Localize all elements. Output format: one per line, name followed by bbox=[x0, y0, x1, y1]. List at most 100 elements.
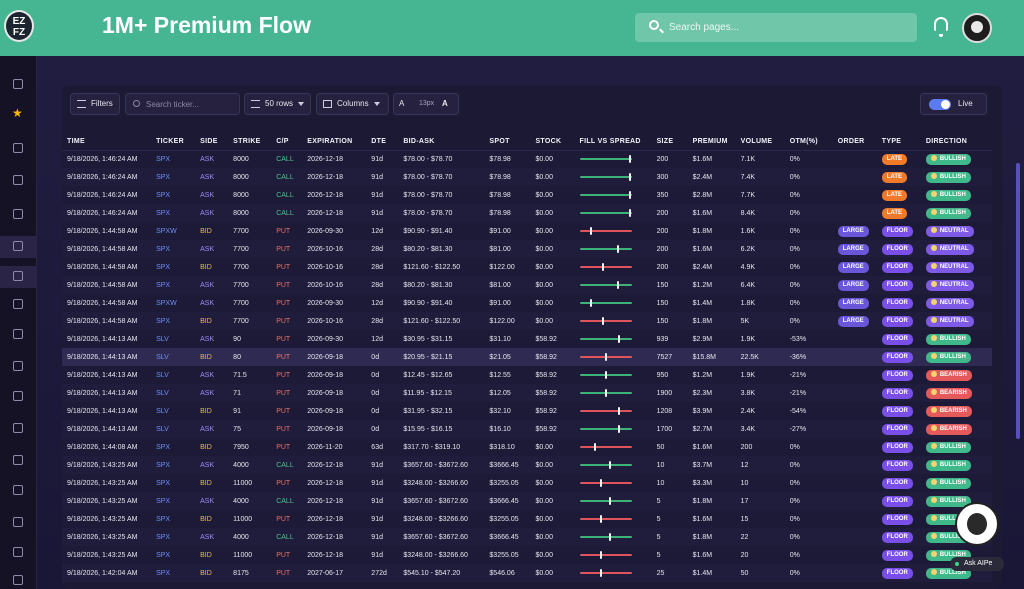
column-header[interactable]: BID-ASK bbox=[398, 133, 485, 151]
table-row[interactable]: 9/18/2026, 1:44:58 AM SPX ASK 7700 PUT 2026-1… bbox=[62, 276, 992, 294]
cell-stock: $0.00 bbox=[535, 299, 553, 307]
sidebar-item-hierarchy[interactable] bbox=[0, 204, 37, 226]
direction-label: BULLISH bbox=[939, 173, 966, 180]
cell-ticker: SLV bbox=[156, 353, 169, 361]
cell-direction: BULLISH bbox=[921, 204, 992, 222]
search-input[interactable] bbox=[669, 13, 909, 42]
cell-order bbox=[833, 510, 877, 528]
column-header[interactable]: SIDE bbox=[195, 133, 229, 151]
table-row[interactable]: 9/18/2026, 1:42:04 AM SPX BID 8175 PUT 2027-0… bbox=[62, 564, 992, 582]
sidebar-item-calendar[interactable] bbox=[0, 450, 37, 472]
column-header[interactable]: TYPE bbox=[876, 133, 921, 151]
type-badge: LATE bbox=[881, 207, 908, 219]
column-header[interactable]: DIRECTION bbox=[920, 133, 992, 151]
cell-volume: 20 bbox=[740, 551, 749, 559]
table-row[interactable]: 9/18/2026, 1:46:24 AM SPX ASK 8000 CALL 2026-… bbox=[62, 204, 992, 222]
table-row[interactable]: 9/18/2026, 1:44:58 AM SPX BID 7700 PUT 2026-1… bbox=[62, 312, 992, 330]
table-row[interactable]: 9/18/2026, 1:44:58 AM SPXW ASK 7700 PUT 2026-… bbox=[62, 294, 992, 312]
cell-direction: BULLISH bbox=[921, 492, 992, 510]
cell-spot: $16.10 bbox=[489, 425, 511, 433]
sidebar-item-building[interactable] bbox=[0, 570, 37, 589]
columns-button[interactable]: Columns bbox=[316, 93, 389, 115]
avatar[interactable] bbox=[962, 13, 992, 43]
sidebar-item-folder[interactable] bbox=[0, 542, 37, 564]
cell-size: 200 bbox=[656, 209, 669, 217]
table-row[interactable]: 9/18/2026, 1:44:08 AM SPX BID 7950 PUT 2026-1… bbox=[62, 438, 992, 456]
table-row[interactable]: 9/18/2026, 1:43:25 AM SPX BID 11000 PUT 2026-… bbox=[62, 546, 992, 564]
table-row[interactable]: 9/18/2026, 1:46:24 AM SPX ASK 8000 CALL 2026-… bbox=[62, 186, 992, 204]
table-row[interactable]: 9/18/2026, 1:43:25 AM SPX ASK 4000 CALL 2026-… bbox=[62, 456, 992, 474]
direction-emoji-icon bbox=[930, 298, 937, 305]
direction-label: BEARISH bbox=[939, 425, 967, 432]
table-row[interactable]: 9/18/2026, 1:44:13 AM SLV BID 91 PUT 2026-09-… bbox=[62, 402, 992, 420]
sidebar-item-layers[interactable] bbox=[0, 236, 37, 258]
column-header[interactable]: TICKER bbox=[151, 133, 196, 151]
table-row[interactable]: 9/18/2026, 1:43:25 AM SPX ASK 4000 CALL 2026-… bbox=[62, 528, 992, 546]
column-header[interactable]: C/P bbox=[271, 133, 303, 151]
sidebar-item-document[interactable] bbox=[0, 512, 37, 534]
table-row[interactable]: 9/18/2026, 1:46:24 AM SPX ASK 8000 CALL 2026-… bbox=[62, 168, 992, 186]
cell-order bbox=[833, 150, 877, 168]
table-row[interactable]: 9/18/2026, 1:43:25 AM SPX BID 11000 PUT 2026-… bbox=[62, 510, 992, 528]
table-row[interactable]: 9/18/2026, 1:43:25 AM SPX BID 11000 PUT 2026-… bbox=[62, 474, 992, 492]
table-row[interactable]: 9/18/2026, 1:44:58 AM SPX ASK 7700 PUT 2026-1… bbox=[62, 240, 992, 258]
column-header[interactable]: SIZE bbox=[651, 133, 688, 151]
column-header[interactable]: SPOT bbox=[484, 133, 531, 151]
column-header[interactable]: VOLUME bbox=[735, 133, 785, 151]
fill-spread-bar bbox=[579, 263, 632, 271]
table-row[interactable]: 9/18/2026, 1:43:25 AM SPX ASK 4000 CALL 2026-… bbox=[62, 492, 992, 510]
font-increase-button[interactable]: A bbox=[442, 99, 448, 108]
table-row[interactable]: 9/18/2026, 1:44:13 AM SLV ASK 71 PUT 2026-09-… bbox=[62, 384, 992, 402]
cell-size: 5 bbox=[656, 533, 661, 541]
table-row[interactable]: 9/18/2026, 1:44:13 AM SLV BID 80 PUT 2026-09-… bbox=[62, 348, 992, 366]
direction-badge: NEUTRAL bbox=[925, 297, 974, 309]
sidebar-item-star[interactable]: ★ bbox=[0, 104, 37, 126]
ticker-search-input[interactable] bbox=[146, 94, 236, 114]
fill-marker bbox=[604, 389, 607, 397]
sidebar-item-trend-down[interactable] bbox=[0, 324, 37, 346]
table-row[interactable]: 9/18/2026, 1:44:13 AM SLV ASK 90 PUT 2026-09-… bbox=[62, 330, 992, 348]
live-toggle[interactable]: Live bbox=[920, 93, 987, 115]
cell-premium: $2.8M bbox=[692, 191, 713, 199]
column-header[interactable]: FILL VS SPREAD bbox=[574, 133, 652, 151]
column-header[interactable]: TIME bbox=[62, 133, 152, 151]
ticker-search[interactable] bbox=[125, 93, 240, 115]
sidebar-item-sparkle[interactable] bbox=[0, 138, 37, 160]
table-row[interactable]: 9/18/2026, 1:46:24 AM SPX ASK 8000 CALL 2026-… bbox=[62, 150, 992, 168]
sidebar-item-plug[interactable] bbox=[0, 480, 37, 502]
live-switch[interactable] bbox=[929, 99, 951, 110]
column-header[interactable]: EXPIRATION bbox=[302, 133, 367, 151]
sidebar-item-redirect[interactable] bbox=[0, 266, 37, 288]
app-logo[interactable]: EZ FZ bbox=[4, 10, 34, 42]
sidebar-item-bell[interactable] bbox=[0, 170, 37, 192]
cell-side: BID bbox=[200, 443, 212, 451]
sidebar-item-drop[interactable] bbox=[0, 356, 37, 378]
ask-ai-button[interactable]: Ask AIPe bbox=[950, 502, 1006, 572]
table-row[interactable]: 9/18/2026, 1:44:58 AM SPX BID 7700 PUT 2026-1… bbox=[62, 258, 992, 276]
rows-select[interactable]: 50 rows bbox=[244, 93, 311, 115]
table-row[interactable]: 9/18/2026, 1:44:58 AM SPXW BID 7700 PUT 2026-… bbox=[62, 222, 992, 240]
column-header[interactable]: STOCK bbox=[530, 133, 575, 151]
table-scrollbar[interactable] bbox=[1016, 163, 1020, 439]
bell-icon[interactable] bbox=[934, 17, 948, 37]
column-header[interactable]: DTE bbox=[366, 133, 399, 151]
cell-order bbox=[833, 492, 877, 510]
cell-time: 9/18/2026, 1:44:58 AM bbox=[67, 245, 138, 253]
column-header[interactable]: ORDER bbox=[832, 133, 877, 151]
font-decrease-button[interactable]: A bbox=[399, 99, 405, 108]
filters-button[interactable]: Filters bbox=[70, 93, 120, 115]
column-header[interactable]: STRIKE bbox=[228, 133, 272, 151]
column-header[interactable]: OTM(%) bbox=[784, 133, 833, 151]
table-row[interactable]: 9/18/2026, 1:44:13 AM SLV ASK 75 PUT 2026-09-… bbox=[62, 420, 992, 438]
cell-spot: $3255.05 bbox=[489, 551, 519, 559]
column-header[interactable]: PREMIUM bbox=[687, 133, 736, 151]
sidebar-item-gauge[interactable] bbox=[0, 386, 37, 408]
cell-ticker: SPX bbox=[156, 245, 171, 253]
sidebar-item-bar-chart[interactable] bbox=[0, 294, 37, 316]
cell-order bbox=[833, 330, 877, 348]
page-search[interactable] bbox=[635, 13, 917, 42]
sidebar-item-briefcase[interactable] bbox=[0, 418, 37, 440]
table-row[interactable]: 9/18/2026, 1:44:13 AM SLV ASK 71.5 PUT 2026-0… bbox=[62, 366, 992, 384]
fill-spread-bar bbox=[579, 299, 632, 307]
sidebar-item-home[interactable] bbox=[0, 74, 37, 96]
